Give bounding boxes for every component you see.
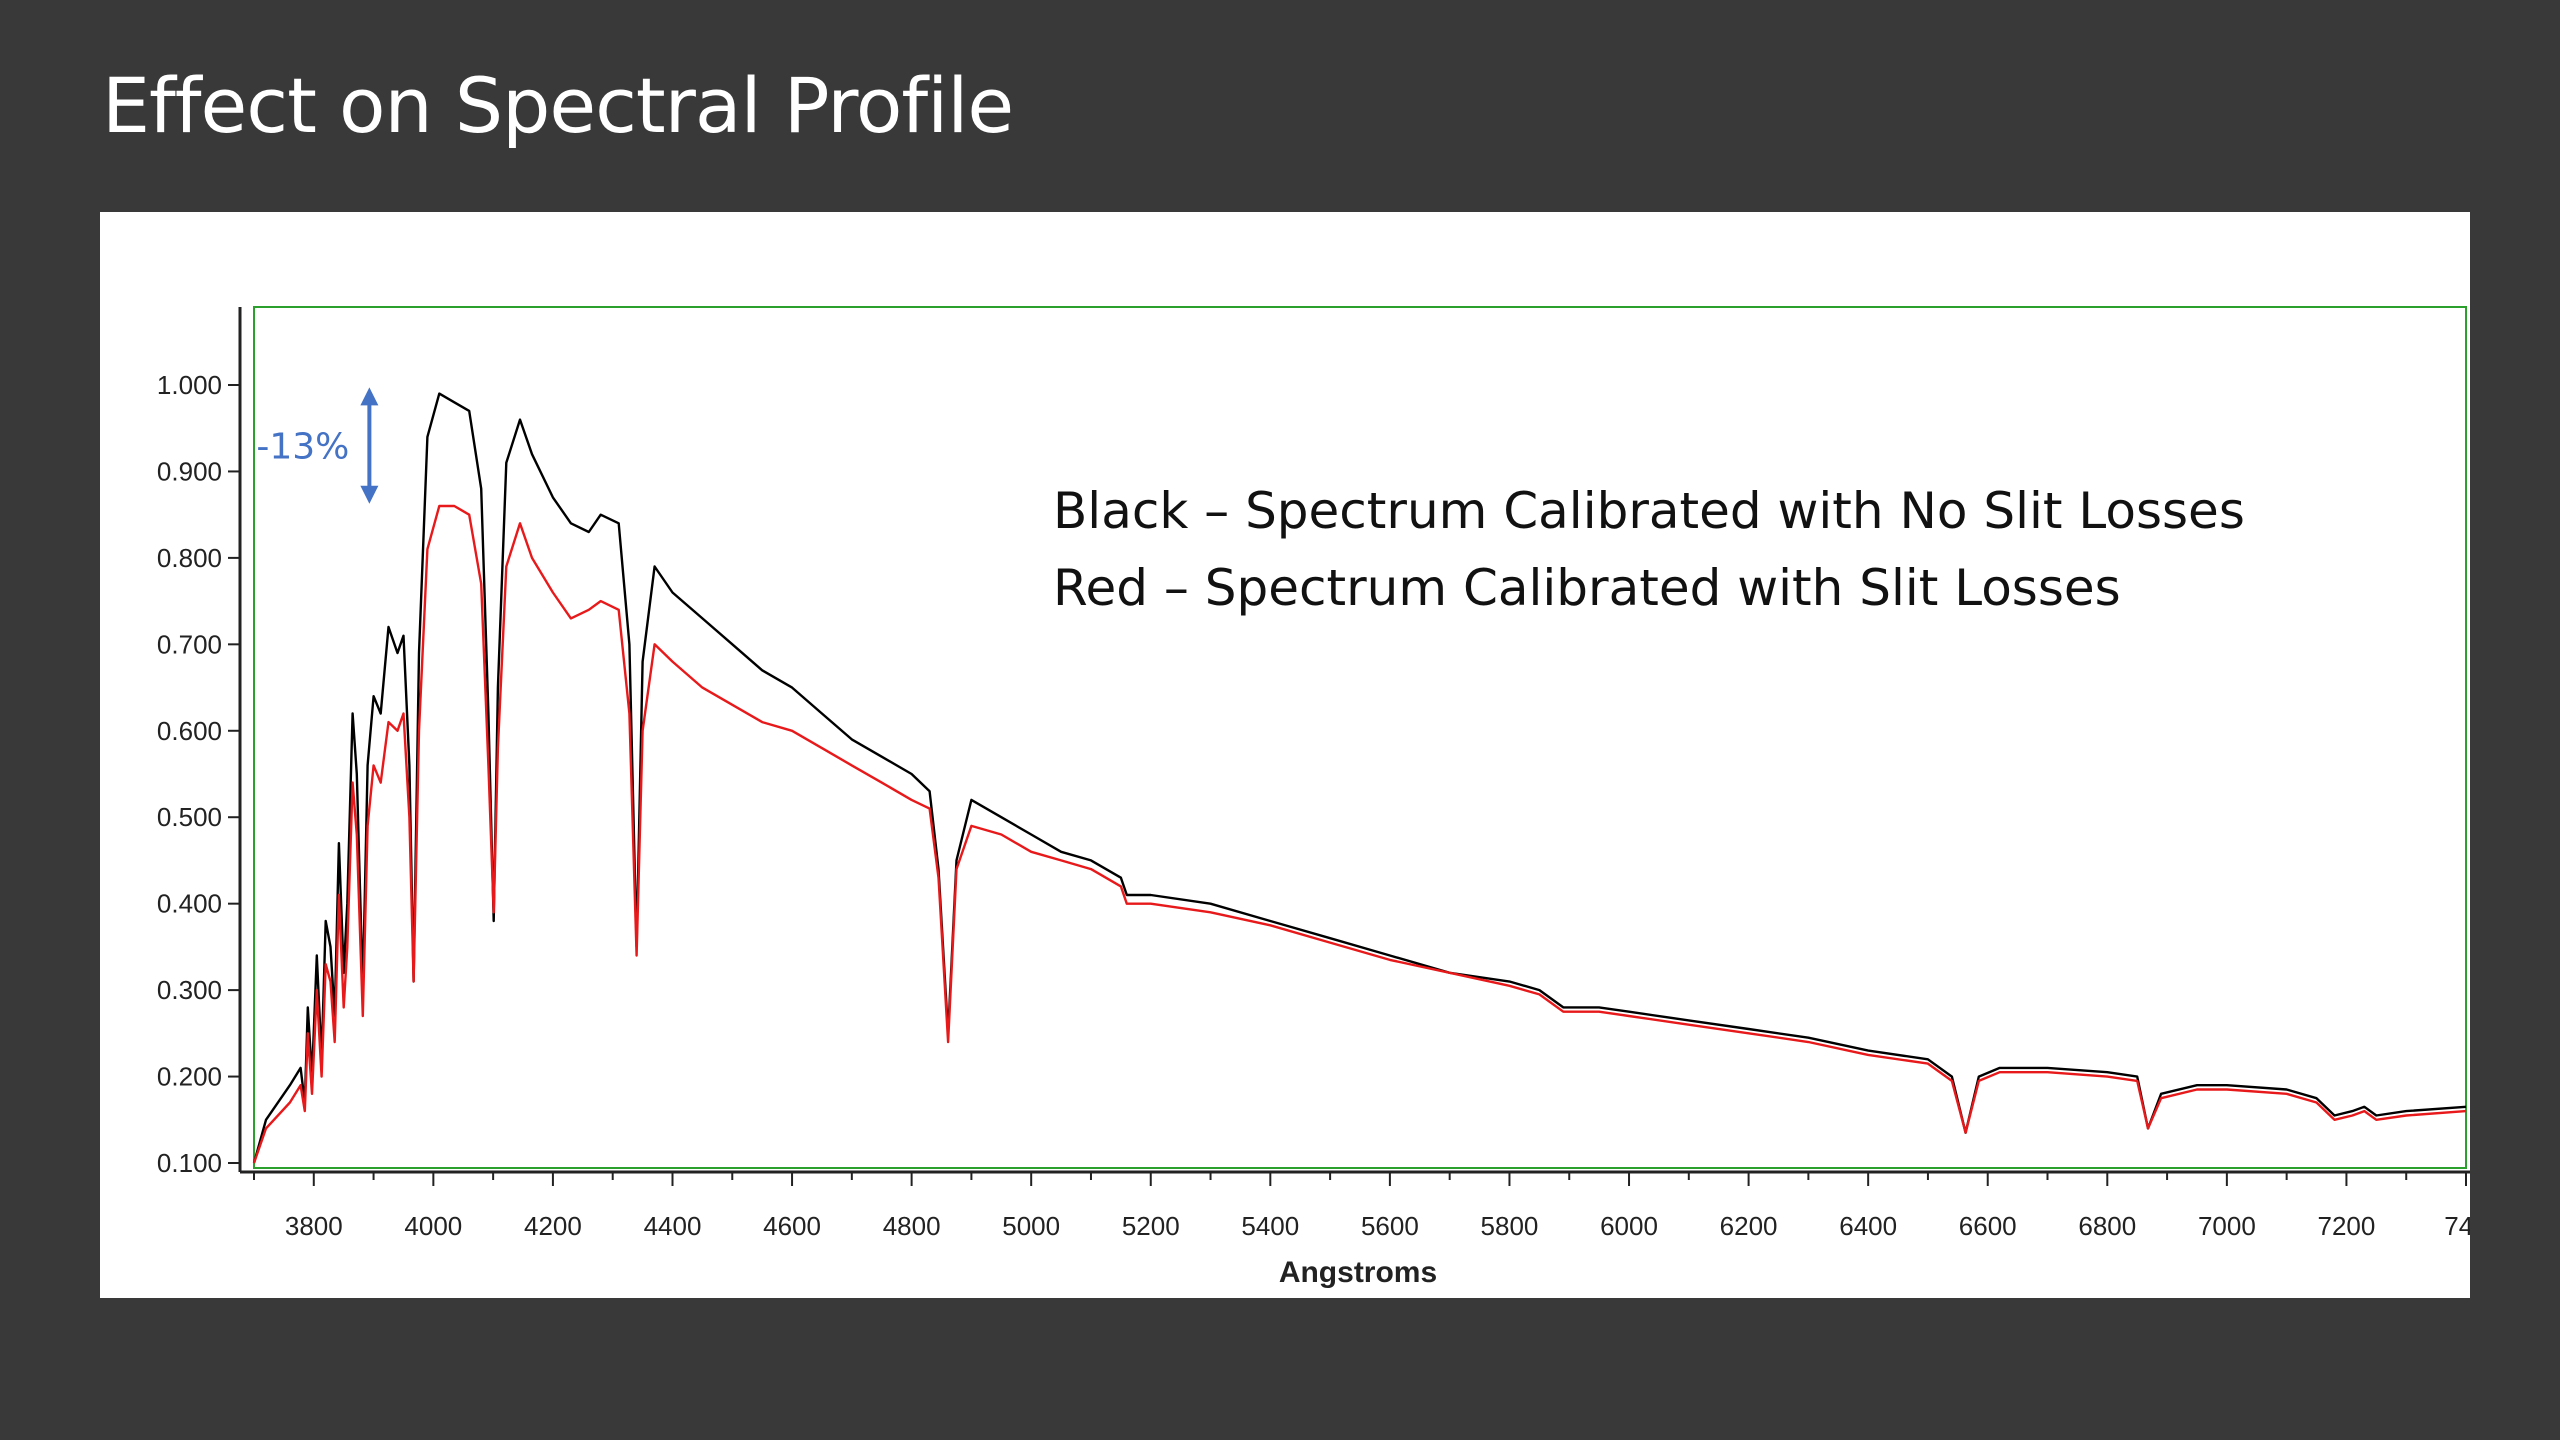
- x-tick-label: 4600: [763, 1211, 821, 1241]
- arrow-head-down: [360, 485, 379, 504]
- y-axis-ticks: 1.000 0.900 0.800 0.700 0.600 0.500 0.400 0.300…: [157, 370, 240, 1178]
- x-tick-label: 6600: [1959, 1211, 2017, 1241]
- x-tick-label: 5600: [1361, 1211, 1419, 1241]
- y-tick-label: 0.700: [157, 629, 222, 659]
- legend-line-red: Red – Spectrum Calibrated with Slit Loss…: [1053, 559, 2121, 617]
- spectrum-chart: 1.000 0.900 0.800 0.700 0.600 0.500 0.400 0.300…: [157, 306, 2470, 1289]
- y-tick-label: 0.500: [157, 802, 222, 832]
- series-layer: [252, 392, 2467, 1164]
- x-tick-label: 5000: [1002, 1211, 1060, 1241]
- plot-area-border: [253, 306, 2467, 1169]
- x-tick-label: 5800: [1481, 1211, 1539, 1241]
- x-tick-label: 7000: [2198, 1211, 2256, 1241]
- delta-annotation: -13%: [256, 387, 379, 504]
- x-axis-title: Angstroms: [1279, 1256, 1437, 1289]
- x-tick-label: 6400: [1839, 1211, 1897, 1241]
- y-tick-label: 0.200: [157, 1062, 222, 1092]
- y-tick-label: 0.300: [157, 975, 222, 1005]
- y-tick-label: 0.900: [157, 456, 222, 486]
- x-tick-label: 6000: [1600, 1211, 1658, 1241]
- x-tick-label: 6800: [2078, 1211, 2136, 1241]
- x-axis-ticks: 3800 4000 4200 4400 4600 4800 5000 5200 5400 5600…: [253, 1172, 2470, 1241]
- x-tick-label: 7200: [2318, 1211, 2376, 1241]
- slide-title: Effect on Spectral Profile: [102, 61, 1014, 150]
- legend-line-black: Black – Spectrum Calibrated with No Slit…: [1053, 482, 2245, 540]
- series-line-red: [252, 504, 2467, 1164]
- x-tick-label: 3800: [285, 1211, 343, 1241]
- arrow-head-up: [360, 387, 379, 406]
- y-tick-label: 0.100: [157, 1148, 222, 1178]
- chart-panel: 1.000 0.900 0.800 0.700 0.600 0.500 0.400 0.300…: [100, 212, 2470, 1298]
- x-tick-label: 5200: [1122, 1211, 1180, 1241]
- x-tick-label: 4800: [883, 1211, 941, 1241]
- delta-label: -13%: [256, 427, 349, 468]
- x-tick-label: 4000: [404, 1211, 462, 1241]
- x-tick-label: 6200: [1720, 1211, 1778, 1241]
- y-tick-label: 0.800: [157, 543, 222, 573]
- y-tick-label: 0.400: [157, 889, 222, 919]
- x-tick-label: 740: [2444, 1211, 2470, 1241]
- x-tick-label: 4400: [644, 1211, 702, 1241]
- y-tick-label: 0.600: [157, 716, 222, 746]
- y-tick-label: 1.000: [157, 370, 222, 400]
- x-tick-label: 5400: [1241, 1211, 1299, 1241]
- x-tick-label: 4200: [524, 1211, 582, 1241]
